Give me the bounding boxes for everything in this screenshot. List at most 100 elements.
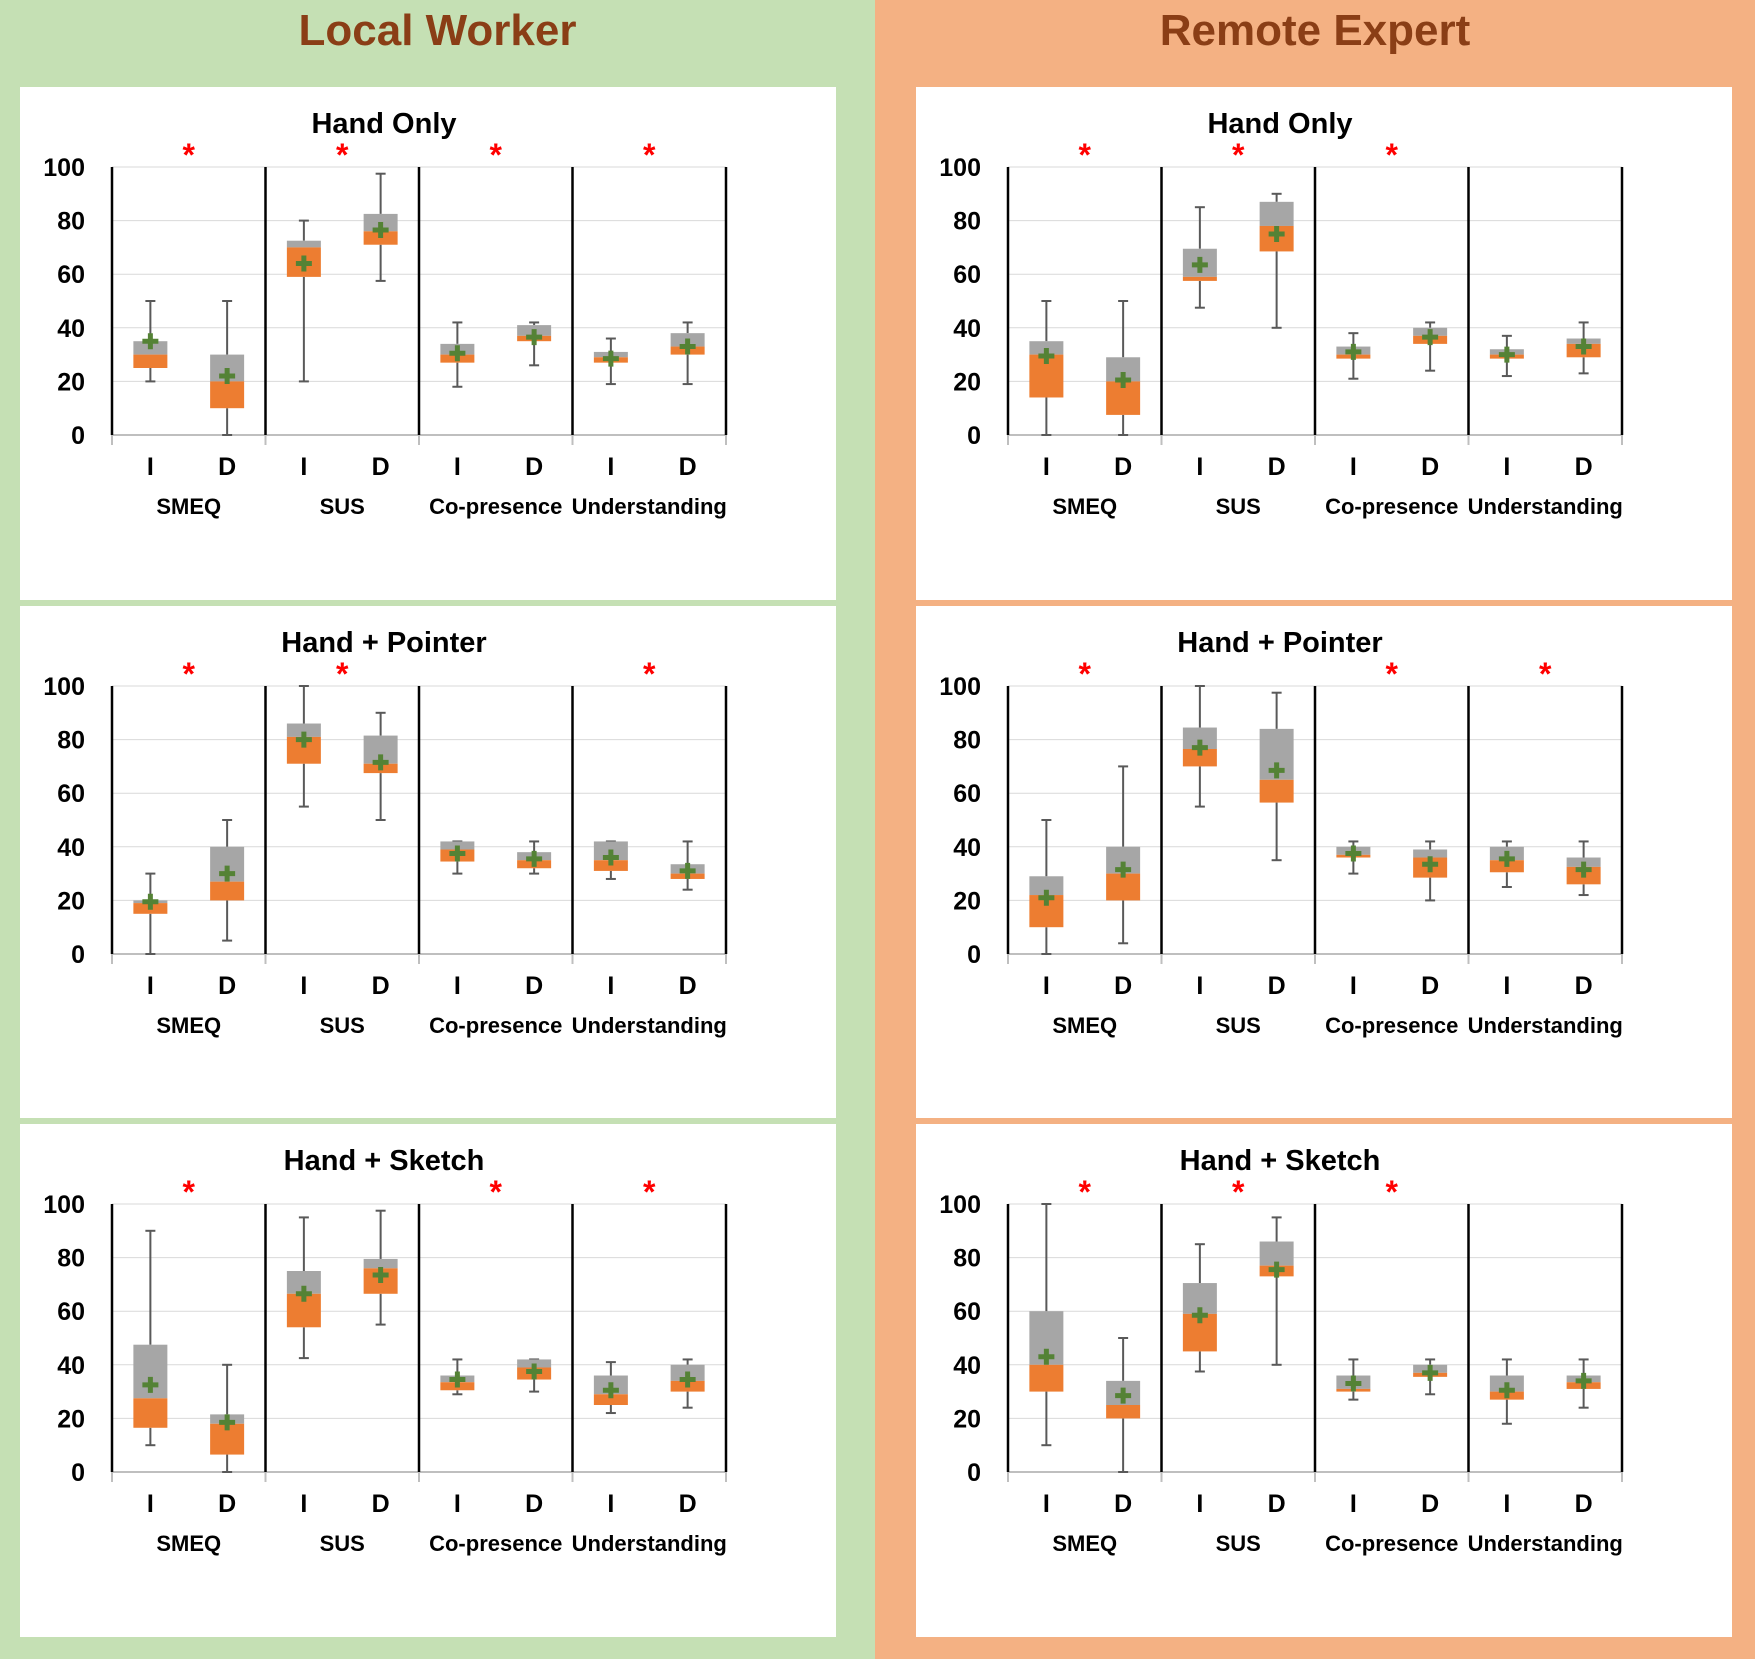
y-tick-label: 80 [57, 727, 85, 755]
condition-label: D [679, 453, 697, 481]
condition-label: I [1350, 1490, 1357, 1518]
chart-title: Hand + Pointer [1177, 627, 1382, 659]
group-label: SMEQ [1052, 494, 1117, 519]
condition-label: I [454, 972, 461, 1000]
y-tick-label: 40 [57, 1352, 85, 1380]
group-label: SUS [320, 1013, 365, 1038]
y-tick-label: 0 [967, 1459, 981, 1487]
condition-label: D [372, 1490, 390, 1518]
group-label: Understanding [572, 494, 727, 519]
box-upper [286, 240, 321, 248]
y-tick-label: 0 [71, 1459, 85, 1487]
y-tick-label: 40 [57, 315, 85, 343]
chart-title: Hand Only [1207, 108, 1352, 140]
group-label: SMEQ [156, 1013, 221, 1038]
condition-label: I [607, 972, 614, 1000]
mean-marker [679, 862, 696, 879]
significance-asterisk: * [1079, 137, 1092, 173]
condition-label: I [1196, 1490, 1203, 1518]
condition-label: D [525, 453, 543, 481]
y-tick-label: 20 [953, 887, 981, 915]
significance-asterisk: * [1539, 656, 1552, 692]
box-upper [363, 1258, 398, 1269]
mean-marker [1575, 1372, 1592, 1389]
significance-asterisk: * [490, 1174, 503, 1210]
box-lower [593, 860, 628, 871]
significance-asterisk: * [490, 137, 503, 173]
box-lower [1029, 1364, 1064, 1392]
chart-title: Hand + Sketch [1180, 1145, 1381, 1177]
significance-asterisk: * [183, 656, 196, 692]
mean-marker [1345, 845, 1362, 862]
significance-asterisk: * [1386, 1174, 1399, 1210]
mean-marker [449, 845, 466, 862]
box-upper [286, 723, 321, 737]
condition-label: D [679, 1490, 697, 1518]
y-tick-label: 0 [71, 422, 85, 450]
mean-marker [219, 368, 236, 385]
y-tick-label: 20 [953, 1405, 981, 1433]
condition-label: D [218, 1490, 236, 1518]
y-tick-label: 100 [43, 673, 85, 701]
condition-label: D [679, 972, 697, 1000]
mean-marker [295, 255, 312, 272]
group-label: SUS [1216, 494, 1261, 519]
mean-marker [1115, 1387, 1132, 1404]
y-tick-label: 60 [57, 780, 85, 808]
condition-label: D [1575, 453, 1593, 481]
mean-marker [219, 1414, 236, 1431]
condition-label: I [454, 1490, 461, 1518]
mean-marker [1191, 1307, 1208, 1324]
mean-marker [1422, 1364, 1439, 1381]
local-hand-sketch-chart: Hand + Sketch 0 20 40 60 80 100 * SMEQ I D SUS I D * Co… [20, 1124, 836, 1637]
condition-label: I [1196, 453, 1203, 481]
group-label: SUS [320, 1531, 365, 1556]
y-tick-label: 100 [43, 1191, 85, 1219]
chart-title: Hand Only [311, 108, 456, 140]
mean-marker [1498, 850, 1515, 867]
y-tick-label: 20 [57, 887, 85, 915]
significance-asterisk: * [1232, 137, 1245, 173]
box-lower [133, 1398, 168, 1428]
y-tick-label: 60 [57, 1298, 85, 1326]
group-label: SUS [1216, 1013, 1261, 1038]
condition-label: D [525, 972, 543, 1000]
mean-marker [526, 1363, 543, 1380]
y-tick-label: 80 [953, 727, 981, 755]
mean-marker [1345, 1375, 1362, 1392]
significance-asterisk: * [1386, 656, 1399, 692]
group-label: Understanding [572, 1531, 727, 1556]
condition-label: I [1196, 972, 1203, 1000]
condition-label: I [147, 453, 154, 481]
significance-asterisk: * [1232, 1174, 1245, 1210]
y-tick-label: 0 [967, 422, 981, 450]
mean-marker [1115, 861, 1132, 878]
condition-label: I [300, 972, 307, 1000]
y-tick-label: 0 [71, 941, 85, 969]
significance-asterisk: * [183, 137, 196, 173]
group-label: Understanding [1468, 1013, 1623, 1038]
box-lower [1182, 748, 1217, 767]
chart-title: Hand + Pointer [281, 627, 486, 659]
box-lower [1182, 276, 1217, 281]
significance-asterisk: * [643, 137, 656, 173]
significance-asterisk: * [643, 656, 656, 692]
y-tick-label: 20 [57, 1405, 85, 1433]
significance-asterisk: * [1386, 137, 1399, 173]
box-lower [210, 381, 245, 409]
mean-marker [679, 1371, 696, 1388]
condition-label: D [218, 453, 236, 481]
y-tick-label: 60 [953, 780, 981, 808]
mean-marker [372, 221, 389, 238]
condition-label: I [454, 453, 461, 481]
mean-marker [1268, 762, 1285, 779]
local-hand-pointer-chart: Hand + Pointer 0 20 40 60 80 100 * SMEQ I D * SUS I D C… [20, 606, 836, 1118]
mean-marker [1038, 889, 1055, 906]
group-label: Co-presence [1325, 494, 1458, 519]
y-tick-label: 100 [43, 154, 85, 182]
mean-marker [1268, 1261, 1285, 1278]
